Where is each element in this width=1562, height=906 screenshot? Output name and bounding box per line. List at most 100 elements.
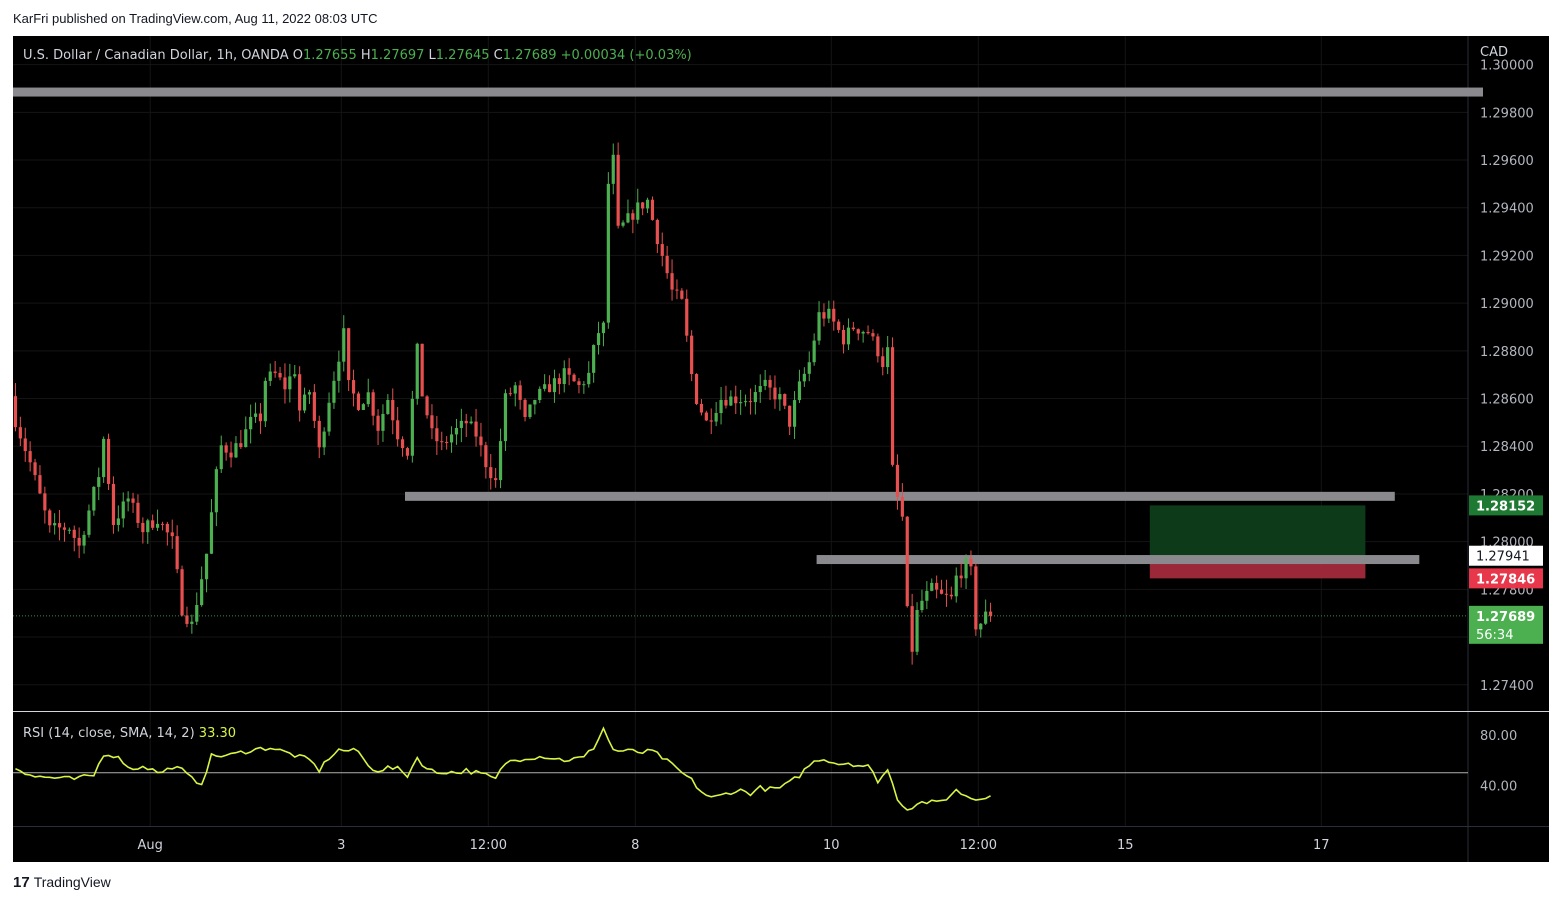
price-tick-label: 1.29400 — [1480, 202, 1534, 217]
candle-body — [23, 438, 27, 452]
candle-body — [871, 333, 875, 337]
legend-symbol: U.S. Dollar / Canadian Dollar, 1h, OANDA — [23, 48, 293, 63]
candle-body — [410, 398, 414, 456]
price-label-bg — [1469, 605, 1543, 644]
candle-body — [454, 427, 459, 435]
candle-body — [229, 452, 233, 458]
chart-legend: U.S. Dollar / Canadian Dollar, 1h, OANDA… — [23, 48, 692, 63]
level-zone-0 — [13, 87, 1483, 97]
rsi-legend-label: RSI (14, close, SMA, 14, 2) — [23, 726, 199, 741]
candles — [13, 142, 993, 665]
candle-body — [18, 427, 22, 439]
candle-body — [38, 475, 42, 494]
candle-body — [543, 384, 547, 389]
candle-body — [974, 566, 978, 630]
candle-body — [396, 420, 400, 440]
candle-body — [62, 527, 67, 530]
candle-body — [577, 381, 581, 385]
candle-body — [430, 415, 434, 429]
candle-body — [312, 392, 316, 421]
candle-body — [739, 402, 743, 404]
bar-countdown: 56:34 — [1476, 628, 1513, 643]
candle-body — [302, 394, 307, 411]
candle-body — [753, 392, 757, 403]
candle-body — [959, 575, 963, 579]
candle-body — [494, 478, 498, 481]
candle-body — [557, 378, 561, 384]
candle-body — [685, 298, 689, 336]
candle-body — [356, 393, 361, 410]
candle-body — [616, 154, 620, 226]
candle-body — [415, 343, 419, 399]
price-label-bg — [1469, 568, 1543, 589]
candle-body — [317, 420, 321, 448]
time-tick-label: 17 — [1313, 838, 1330, 853]
legend-high-value: 1.27697 — [371, 48, 429, 63]
candle-body — [655, 219, 659, 245]
legend-open-value: 1.27655 — [303, 48, 361, 63]
top-bar: KarFri published on TradingView.com, Aug… — [0, 0, 1562, 36]
candle-body — [886, 347, 890, 368]
rsi-legend-value: 33.30 — [199, 726, 236, 741]
candle-body — [469, 421, 473, 424]
candle-body — [361, 404, 365, 410]
candle-body — [131, 498, 135, 503]
candle-body — [773, 387, 777, 400]
legend-open-label: O — [293, 48, 303, 63]
candle-body — [307, 392, 312, 395]
candle-body — [822, 312, 826, 319]
candle-body — [489, 467, 493, 479]
candle-body — [954, 575, 958, 597]
candle-body — [425, 396, 429, 416]
price-label: 1.27846 — [1476, 572, 1535, 587]
candle-body — [694, 374, 699, 404]
take-profit-zone — [1149, 505, 1366, 556]
legend-close-label: C — [494, 48, 503, 63]
candle-body — [969, 558, 973, 567]
candle-body — [606, 183, 610, 323]
candle-body — [102, 438, 106, 478]
candle-body — [420, 343, 424, 397]
candle-body — [400, 439, 405, 449]
price-tick-label: 1.30000 — [1480, 59, 1534, 74]
candle-body — [508, 393, 512, 395]
legend-low-label: L — [429, 48, 437, 63]
candle-body — [440, 441, 444, 443]
candle-body — [479, 436, 483, 446]
candle-body — [391, 400, 395, 421]
price-label: 1.27941 — [1476, 550, 1530, 565]
candle-body — [949, 594, 953, 597]
candle-body — [53, 523, 57, 526]
candle-body — [861, 331, 865, 334]
candle-body — [263, 380, 267, 422]
candle-body — [939, 589, 944, 594]
candle-body — [126, 498, 130, 502]
candle-body — [386, 400, 390, 414]
candle-body — [645, 199, 650, 209]
chart-container[interactable]: CAD 1.30000 1.29800 1.29600 1.29400 1.29200 1.… — [13, 36, 1549, 862]
candle-body — [239, 443, 243, 448]
candle-body — [788, 405, 792, 427]
candle-body — [704, 412, 708, 421]
candle-body — [734, 396, 738, 404]
candle-body — [371, 392, 375, 416]
candle-body — [249, 416, 253, 430]
candle-body — [837, 321, 841, 330]
candle-body — [979, 623, 983, 630]
rsi-tick-label: 40.00 — [1480, 779, 1517, 794]
candle-body — [283, 377, 287, 390]
time-tick-label: 8 — [631, 838, 639, 853]
candle-body — [141, 522, 145, 533]
candle-body — [944, 593, 949, 595]
rsi-tick-label: 80.00 — [1480, 729, 1517, 744]
candle-body — [587, 372, 591, 385]
candle-body — [783, 394, 787, 406]
candle-body — [13, 396, 18, 428]
time-tick-label: 12:00 — [470, 838, 507, 853]
candle-body — [224, 445, 228, 453]
candle-body — [48, 510, 52, 526]
candle-body — [567, 368, 571, 375]
time-tick-label: 15 — [1117, 838, 1134, 853]
candle-body — [195, 605, 199, 622]
